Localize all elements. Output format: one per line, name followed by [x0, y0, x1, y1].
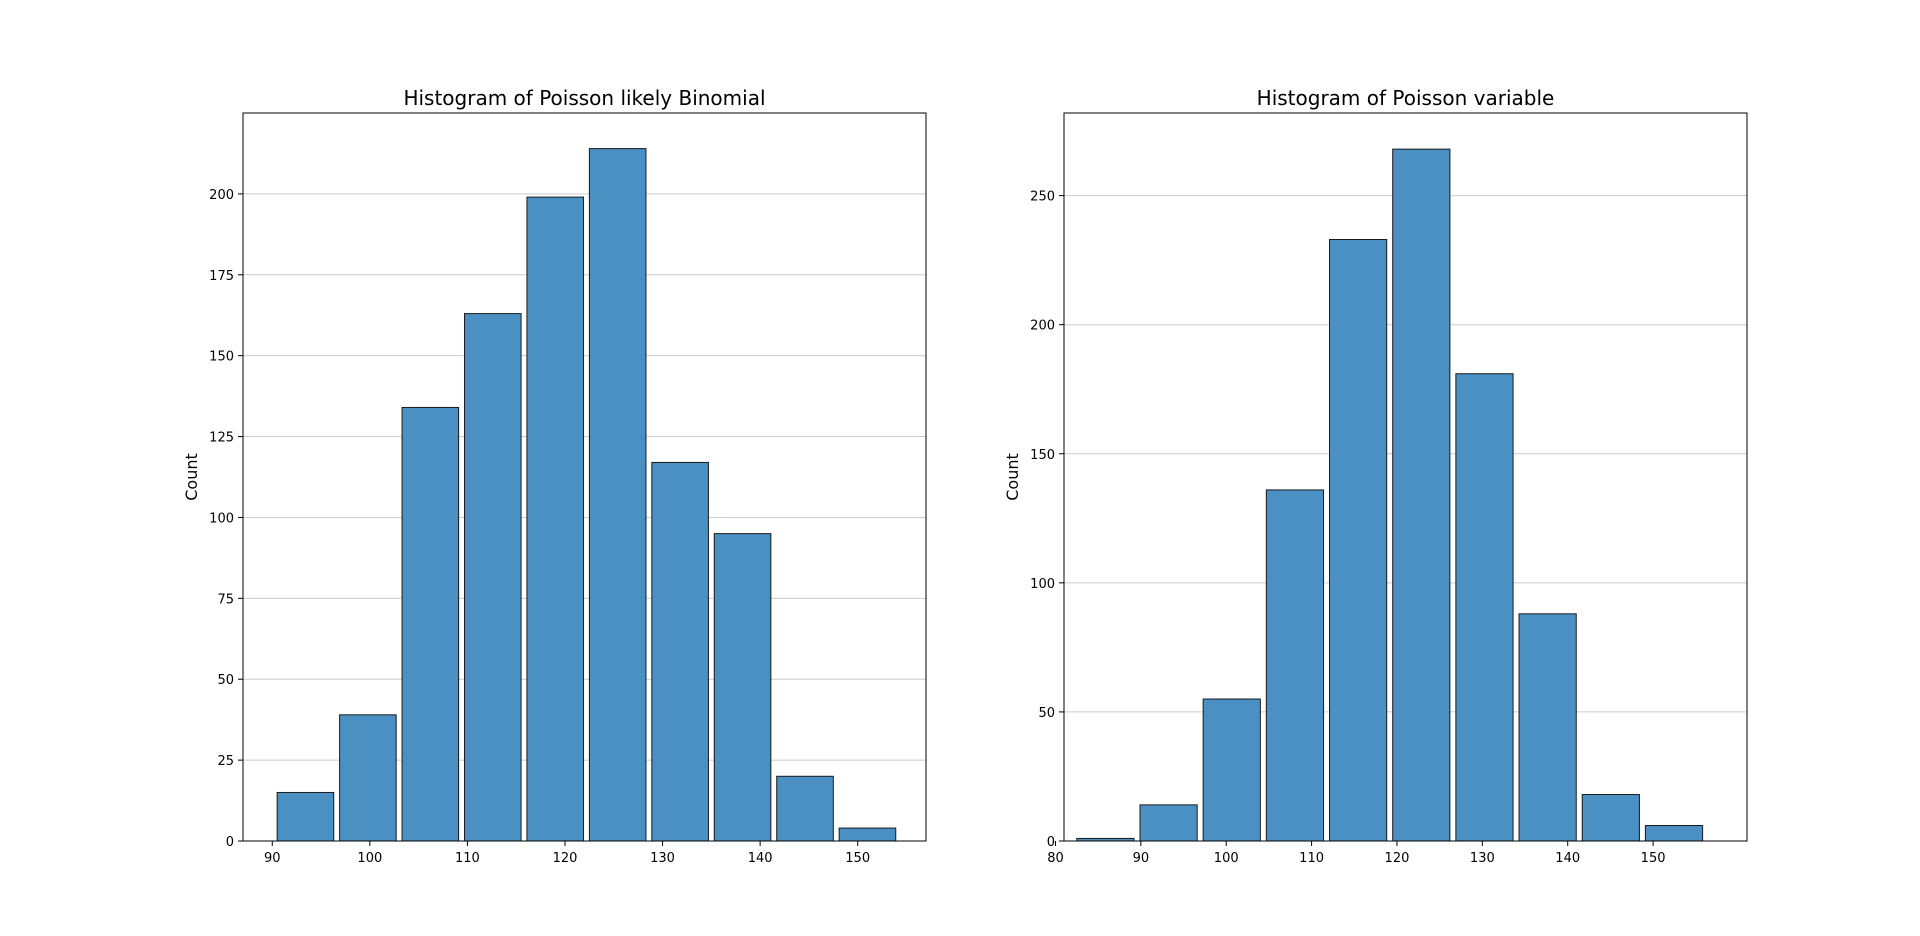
- y-tick-label: 175: [209, 269, 234, 284]
- y-tick-label: 50: [1038, 706, 1055, 721]
- y-tick-label: 150: [1030, 448, 1055, 463]
- histogram-bar: [1455, 373, 1514, 842]
- histogram-bar: [463, 313, 522, 842]
- left-histogram-panel: 0 25 50 75 100 125 150 175 200 90 100 110 120 130 140 1…: [182, 86, 927, 866]
- chart-title: Histogram of Poisson likely Binomial: [403, 86, 765, 110]
- histogram-bar: [401, 406, 460, 842]
- chart-title: Histogram of Poisson variable: [1257, 86, 1555, 110]
- x-tick-label: 150: [845, 851, 870, 866]
- x-tick-label: 130: [1470, 851, 1495, 866]
- x-tick-label: 140: [1555, 851, 1580, 866]
- x-tick-label: 140: [748, 851, 773, 866]
- histogram-bar: [1581, 794, 1640, 842]
- x-tick-label: 100: [1214, 851, 1239, 866]
- y-tick-label: 0: [1047, 835, 1055, 850]
- y-tick-label: 150: [209, 350, 234, 365]
- y-tick-label: 0: [226, 835, 234, 850]
- y-tick-label: 200: [209, 188, 234, 203]
- x-tick-label: 100: [357, 851, 382, 866]
- histogram-bar: [1644, 825, 1704, 842]
- y-tick-label: 200: [1030, 319, 1055, 334]
- histogram-bar: [1392, 148, 1451, 842]
- histogram-bar: [651, 461, 709, 842]
- y-tick-label: 250: [1030, 190, 1055, 205]
- histogram-bar: [838, 827, 897, 842]
- x-tick-label: 90: [264, 851, 281, 866]
- axes-frame: [242, 112, 927, 842]
- x-tick-label: 110: [1299, 851, 1324, 866]
- y-axis-label: Count: [182, 453, 201, 501]
- y-tick-label: 50: [217, 673, 234, 688]
- histogram-bar: [339, 714, 397, 842]
- histogram-bar: [526, 196, 585, 842]
- y-tick-label: 75: [217, 592, 234, 607]
- y-tick-label: 100: [209, 511, 234, 526]
- x-tick-label: 90: [1133, 851, 1150, 866]
- y-tick-label: 125: [209, 431, 234, 446]
- histogram-bar: [1265, 489, 1325, 842]
- y-axis-label: Count: [1003, 453, 1022, 501]
- x-tick-label: 130: [650, 851, 675, 866]
- histogram-bar: [1518, 613, 1577, 842]
- x-tick-label: 110: [455, 851, 480, 866]
- histogram-bar: [713, 533, 772, 842]
- x-tick-label: 150: [1641, 851, 1666, 866]
- histogram-bar: [1202, 698, 1261, 842]
- histogram-bar: [1139, 804, 1198, 842]
- axes-frame: [1063, 112, 1748, 842]
- histogram-bar: [776, 775, 834, 842]
- y-tick-label: 100: [1030, 577, 1055, 592]
- histogram-bar: [276, 791, 335, 842]
- x-tick-label: 80: [1047, 851, 1064, 866]
- x-tick-label: 120: [1385, 851, 1410, 866]
- right-histogram-panel: 0 50 100 150 200 250 80 90 100 110 120 130 140 150 His…: [1003, 86, 1748, 866]
- histogram-bar: [1329, 238, 1388, 842]
- histogram-bar: [588, 148, 647, 842]
- x-tick-label: 120: [553, 851, 578, 866]
- y-tick-label: 25: [217, 754, 234, 769]
